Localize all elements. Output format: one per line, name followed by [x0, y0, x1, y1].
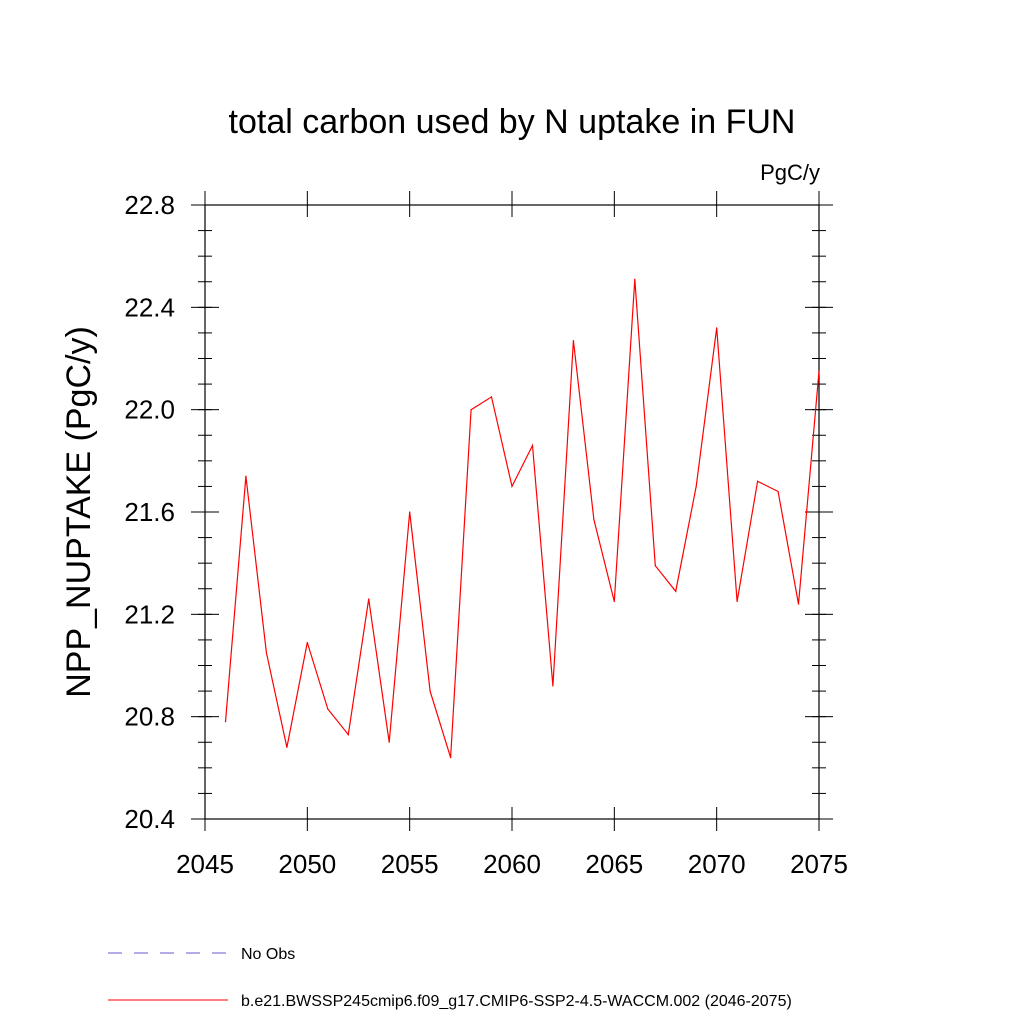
- data-point: [511, 485, 513, 488]
- data-point: [593, 519, 595, 521]
- y-tick-label: 22.0: [124, 395, 175, 425]
- y-tick-label: 21.6: [124, 497, 175, 527]
- series-group: [224, 278, 820, 759]
- data-point: [429, 690, 431, 692]
- data-point: [388, 741, 390, 743]
- data-point: [245, 475, 247, 477]
- data-point: [695, 485, 697, 488]
- data-point: [757, 480, 759, 482]
- data-point: [368, 598, 370, 600]
- data-point: [675, 590, 677, 592]
- y-axis: 20.4 20.8 21.2 21.6 22.0 22.4 22.8: [124, 190, 833, 834]
- plot-frame: [204, 204, 820, 820]
- data-point: [327, 708, 329, 710]
- data-point: [797, 603, 800, 605]
- legend-label: No Obs: [241, 946, 295, 963]
- x-tick-label: 2050: [278, 849, 336, 879]
- x-tick-label: 2060: [483, 849, 541, 879]
- data-point: [552, 685, 554, 687]
- data-point: [286, 746, 288, 748]
- y-tick-label: 22.8: [124, 190, 175, 220]
- data-point: [736, 600, 738, 603]
- data-point: [634, 278, 636, 280]
- data-point: [572, 339, 575, 342]
- x-axis: 2045 2050 2055 2060 2065 2070 2075: [176, 191, 848, 879]
- chart-title: total carbon used by N uptake in FUN: [229, 103, 796, 141]
- y-axis-label: NPP_NUPTAKE (PgC/y): [60, 326, 98, 698]
- data-point: [265, 652, 267, 654]
- x-tick-label: 2065: [585, 849, 643, 879]
- data-point: [450, 757, 452, 759]
- data-point: [654, 565, 656, 567]
- y-tick-label: 21.2: [124, 599, 175, 629]
- data-point: [470, 409, 472, 411]
- data-point: [490, 396, 493, 398]
- x-tick-label: 2055: [381, 849, 439, 879]
- x-tick-label: 2070: [688, 849, 746, 879]
- y-tick-label: 22.4: [124, 292, 175, 322]
- data-point: [306, 641, 308, 644]
- data-point: [818, 370, 820, 372]
- data-point: [777, 490, 779, 493]
- x-tick-label: 2045: [176, 849, 234, 879]
- series-line: [224, 279, 820, 758]
- y-tick-label: 20.8: [124, 702, 175, 732]
- units-label: PgC/y: [760, 160, 820, 185]
- data-point: [613, 600, 615, 603]
- legend-label: b.e21.BWSSP245cmip6.f09_g17.CMIP6-SSP2-4…: [241, 993, 792, 1010]
- y-tick-label: 20.4: [124, 804, 175, 834]
- data-point: [347, 733, 349, 736]
- legend: No Obs b.e21.BWSSP245cmip6.f09_g17.CMIP6-…: [108, 946, 792, 1010]
- x-tick-label: 2075: [790, 849, 848, 879]
- data-point: [716, 327, 718, 329]
- data-point: [409, 511, 411, 513]
- data-point: [531, 444, 534, 447]
- data-point: [224, 721, 227, 723]
